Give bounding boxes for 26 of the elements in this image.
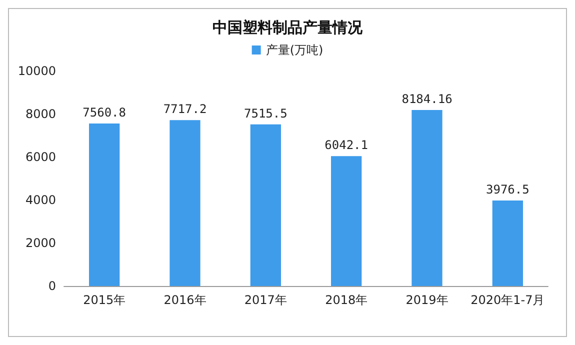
data-label: 3976.5 xyxy=(486,182,530,197)
x-tick-label: 2016年 xyxy=(164,293,206,307)
bar xyxy=(412,110,442,286)
x-tick-label: 2018年 xyxy=(325,293,368,307)
chart-title: 中国塑料制品产量情况 xyxy=(212,18,364,36)
x-tick-label: 2015年 xyxy=(83,293,126,307)
x-tick-label: 2017年 xyxy=(244,293,287,307)
bar xyxy=(89,123,120,286)
y-tick-label: 6000 xyxy=(25,150,56,164)
bar xyxy=(331,156,362,286)
data-label: 8184.16 xyxy=(402,92,452,106)
data-label: 6042.1 xyxy=(324,138,368,152)
y-tick-label: 4000 xyxy=(25,193,56,207)
x-tick-label: 2020年1-7月 xyxy=(470,293,545,307)
bar xyxy=(170,120,200,286)
bar xyxy=(250,124,281,286)
x-tick-label: 2019年 xyxy=(406,293,448,307)
data-label: 7515.5 xyxy=(244,106,288,120)
y-tick-label: 10000 xyxy=(18,64,56,78)
data-label: 7560.8 xyxy=(82,105,126,120)
y-tick-label: 0 xyxy=(48,279,56,293)
y-tick-label: 8000 xyxy=(25,107,56,121)
data-label: 7717.2 xyxy=(163,102,207,116)
bar xyxy=(492,200,523,286)
legend-label: 产量(万吨) xyxy=(266,43,324,57)
y-tick-label: 2000 xyxy=(25,236,56,250)
